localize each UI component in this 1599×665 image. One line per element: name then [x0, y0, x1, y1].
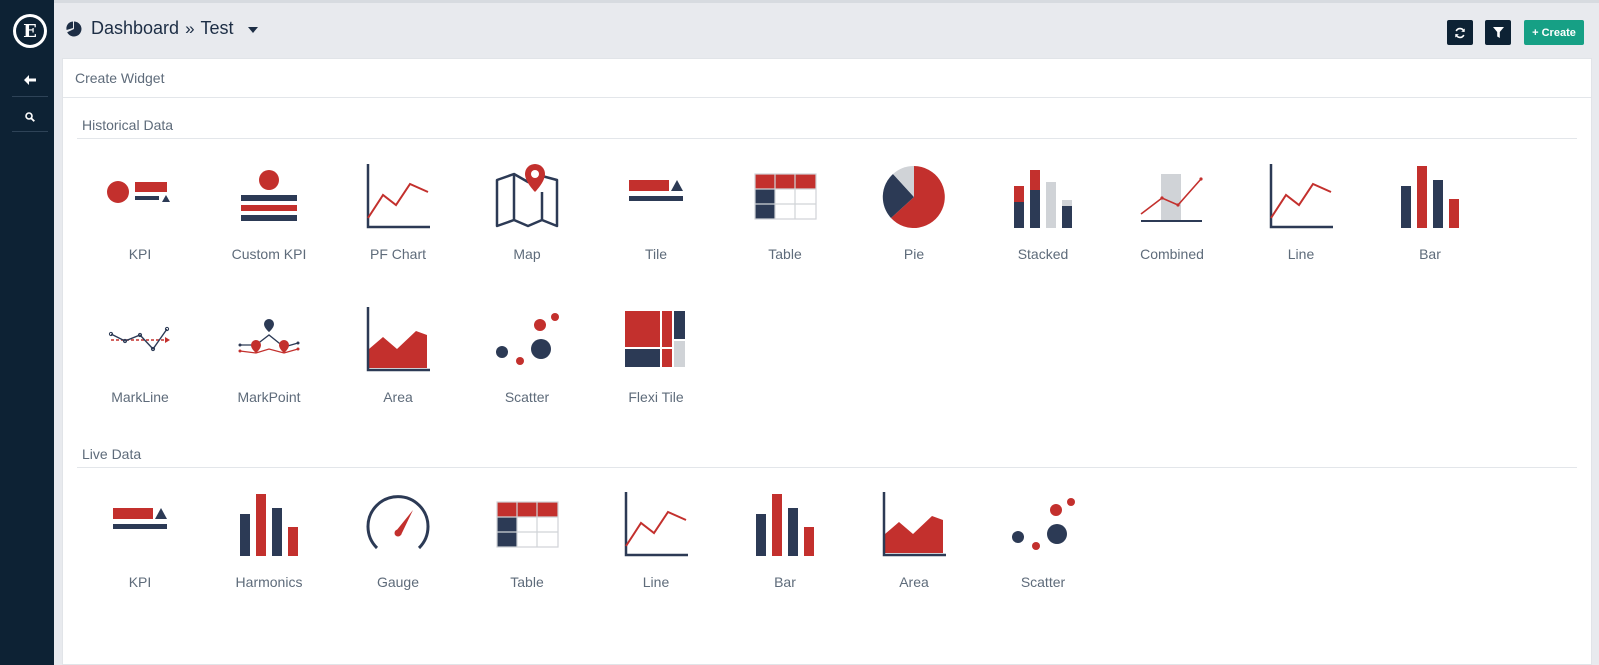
top-header: Dashboard » Test + Create	[54, 0, 1599, 58]
table-icon	[754, 173, 817, 220]
widget-hist-pie[interactable]: Pie	[859, 162, 969, 280]
widget-live-kpi[interactable]: KPI	[85, 490, 195, 608]
widget-hist-map[interactable]: Map	[472, 162, 582, 280]
panel-title: Create Widget	[63, 59, 1591, 98]
widget-label: Gauge	[376, 574, 420, 590]
widget-label: Bar	[774, 574, 796, 590]
widget-hist-combined[interactable]: Combined	[1117, 162, 1227, 280]
widget-label: Scatter	[504, 389, 550, 405]
widget-label: Line	[642, 574, 670, 590]
widget-hist-flexi-tile[interactable]: Flexi Tile	[601, 305, 711, 423]
widget-live-table[interactable]: Table	[472, 490, 582, 608]
dashboard-pie-icon	[66, 21, 82, 36]
create-button[interactable]: + Create	[1524, 20, 1584, 45]
widget-hist-markline[interactable]: MarkLine	[85, 305, 195, 423]
widget-hist-custom-kpi[interactable]: Custom KPI	[214, 162, 324, 280]
widget-label: Line	[1287, 246, 1315, 262]
widget-live-scatter[interactable]: Scatter	[988, 490, 1098, 608]
widget-label: KPI	[128, 246, 152, 262]
widget-hist-scatter[interactable]: Scatter	[472, 305, 582, 423]
widget-live-gauge[interactable]: Gauge	[343, 490, 453, 608]
chevron-down-icon[interactable]	[247, 27, 258, 33]
widget-live-line[interactable]: Line	[601, 490, 711, 608]
widget-label: Combined	[1140, 246, 1204, 262]
bar-icon	[1401, 166, 1459, 228]
widget-hist-tile[interactable]: Tile	[601, 162, 711, 280]
widget-label: Tile	[644, 246, 668, 262]
map-icon	[495, 164, 559, 228]
section-live-data: Live Data	[77, 446, 1577, 468]
flexi-tile-icon	[625, 311, 685, 367]
tile-icon	[629, 180, 683, 201]
widget-live-area[interactable]: Area	[859, 490, 969, 608]
widget-label: KPI	[128, 574, 152, 590]
sidebar-search-button[interactable]	[12, 102, 48, 132]
pf-chart-icon	[366, 164, 430, 229]
line-icon	[624, 492, 688, 557]
widget-label: Harmonics	[235, 574, 303, 590]
search-icon	[25, 111, 35, 122]
filter-button[interactable]	[1485, 20, 1511, 45]
app-logo[interactable]: E	[13, 14, 47, 48]
combined-icon	[1140, 174, 1203, 222]
section-historical-data: Historical Data	[77, 117, 1577, 139]
pie-icon	[882, 165, 945, 228]
widget-hist-bar[interactable]: Bar	[1375, 162, 1485, 280]
widget-hist-kpi[interactable]: KPI	[85, 162, 195, 280]
widget-label: Bar	[1419, 246, 1441, 262]
widget-label: MarkPoint	[237, 389, 301, 405]
widget-hist-pf-chart[interactable]: PF Chart	[343, 162, 453, 280]
breadcrumb: Dashboard » Test	[66, 18, 258, 39]
widget-label: Area	[899, 574, 929, 590]
filter-icon	[1492, 27, 1504, 38]
breadcrumb-separator: »	[185, 18, 195, 38]
refresh-icon	[1455, 27, 1465, 38]
widget-label: Custom KPI	[231, 246, 307, 262]
create-widget-panel: Create Widget Historical Data KPI Custom…	[62, 58, 1592, 665]
scatter-icon	[496, 313, 559, 365]
line-icon	[1269, 164, 1333, 229]
widget-label: Area	[383, 389, 413, 405]
widget-label: MarkLine	[111, 389, 169, 405]
area-icon	[882, 492, 946, 557]
widget-label: PF Chart	[369, 246, 426, 262]
stacked-icon	[1014, 170, 1072, 228]
breadcrumb-current[interactable]: Test	[200, 18, 234, 38]
widget-label: Scatter	[1020, 574, 1066, 590]
markline-icon	[108, 326, 170, 352]
widget-label: Map	[513, 246, 541, 262]
scatter-icon	[1012, 498, 1075, 550]
breadcrumb-dashboard[interactable]: Dashboard	[91, 18, 180, 38]
bar-icon	[756, 494, 814, 556]
widget-label: Flexi Tile	[628, 389, 684, 405]
widget-hist-stacked[interactable]: Stacked	[988, 162, 1098, 280]
widget-hist-table[interactable]: Table	[730, 162, 840, 280]
widget-hist-area[interactable]: Area	[343, 305, 453, 423]
widget-live-harmonics[interactable]: Harmonics	[214, 490, 324, 608]
kpi-icon	[113, 508, 167, 529]
markpoint-icon	[238, 319, 300, 354]
widget-label: Table	[510, 574, 544, 590]
sidebar: E	[0, 0, 54, 665]
arrow-left-icon	[24, 74, 36, 85]
table-icon	[496, 501, 559, 548]
area-icon	[366, 307, 430, 372]
kpi-icon	[107, 181, 170, 203]
back-button[interactable]	[12, 63, 48, 97]
harmonics-icon	[240, 494, 298, 556]
widget-hist-markpoint[interactable]: MarkPoint	[214, 305, 324, 423]
gauge-icon	[366, 495, 430, 550]
widget-hist-line[interactable]: Line	[1246, 162, 1356, 280]
widget-label: Stacked	[1017, 246, 1069, 262]
refresh-button[interactable]	[1447, 20, 1473, 45]
widget-label: Pie	[903, 246, 925, 262]
widget-live-bar[interactable]: Bar	[730, 490, 840, 608]
custom-kpi-icon	[241, 170, 297, 221]
logo-mark: E	[16, 17, 44, 45]
widget-label: Table	[768, 246, 802, 262]
